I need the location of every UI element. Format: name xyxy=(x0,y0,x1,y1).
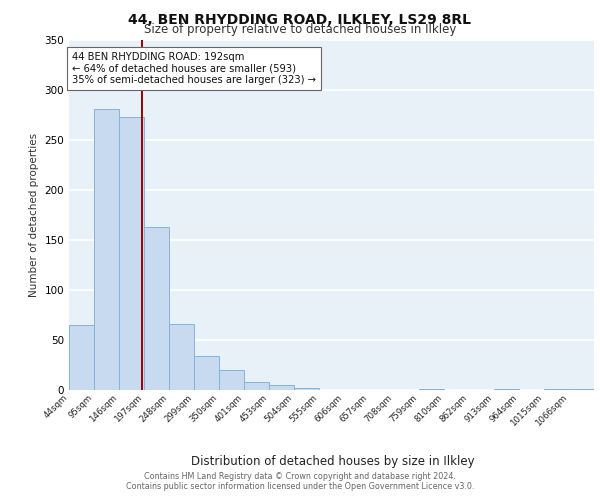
Y-axis label: Number of detached properties: Number of detached properties xyxy=(29,133,39,297)
Bar xyxy=(494,389,519,390)
Text: Contains public sector information licensed under the Open Government Licence v3: Contains public sector information licen… xyxy=(126,482,474,491)
Bar xyxy=(569,389,594,390)
Text: Size of property relative to detached houses in Ilkley: Size of property relative to detached ho… xyxy=(144,24,456,36)
Text: 44, BEN RHYDDING ROAD, ILKLEY, LS29 8RL: 44, BEN RHYDDING ROAD, ILKLEY, LS29 8RL xyxy=(128,12,472,26)
Bar xyxy=(269,385,294,390)
Bar xyxy=(294,388,319,390)
Bar xyxy=(69,325,94,390)
Bar xyxy=(244,382,269,390)
Bar xyxy=(119,117,144,390)
Text: Distribution of detached houses by size in Ilkley: Distribution of detached houses by size … xyxy=(191,454,475,468)
Bar xyxy=(544,389,569,390)
Bar xyxy=(194,356,219,390)
Text: Contains HM Land Registry data © Crown copyright and database right 2024.: Contains HM Land Registry data © Crown c… xyxy=(144,472,456,481)
Bar xyxy=(219,370,244,390)
Bar xyxy=(94,109,119,390)
Bar xyxy=(169,324,194,390)
Bar xyxy=(419,389,444,390)
Text: 44 BEN RHYDDING ROAD: 192sqm
← 64% of detached houses are smaller (593)
35% of s: 44 BEN RHYDDING ROAD: 192sqm ← 64% of de… xyxy=(72,52,316,85)
Bar xyxy=(144,227,169,390)
